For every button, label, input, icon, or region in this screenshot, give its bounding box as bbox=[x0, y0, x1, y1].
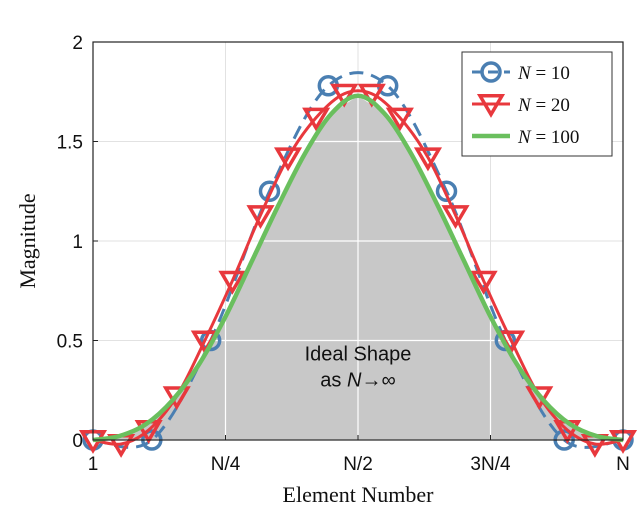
series-line bbox=[92, 71, 624, 449]
data-point bbox=[273, 147, 303, 172]
x-tick-label: N bbox=[616, 454, 630, 475]
y-tick-label: 1.5 bbox=[57, 133, 83, 154]
data-point bbox=[469, 270, 498, 295]
legend-item: N = 10 bbox=[472, 61, 570, 84]
y-tick-label: 0.5 bbox=[57, 332, 83, 353]
data-point bbox=[525, 386, 554, 411]
axis-ticks: 1 N/4 N/2 3N/4 N 0 0.5 1 1.5 2 bbox=[57, 33, 630, 475]
data-point bbox=[385, 107, 414, 132]
y-tick-label: 2 bbox=[72, 33, 83, 54]
data-point bbox=[258, 180, 281, 202]
data-point bbox=[162, 386, 191, 411]
series-100 bbox=[92, 93, 624, 443]
y-tick-label: 1 bbox=[72, 232, 83, 253]
data-point bbox=[435, 180, 458, 202]
data-point bbox=[246, 205, 275, 230]
y-tick-label: 0 bbox=[72, 431, 83, 452]
legend-label: N = 10 bbox=[517, 63, 570, 84]
data-point bbox=[441, 205, 470, 230]
x-tick-label: 1 bbox=[88, 454, 99, 475]
legend-item: N = 20 bbox=[472, 94, 570, 118]
legend: N = 10 N = 20 N = 100 bbox=[461, 51, 613, 157]
x-tick-label: N/2 bbox=[343, 454, 373, 475]
legend-label: N = 100 bbox=[517, 127, 579, 148]
x-tick-label: 3N/4 bbox=[470, 454, 511, 475]
data-point bbox=[413, 147, 443, 172]
legend-marker bbox=[480, 61, 502, 83]
annotation-line-1: Ideal Shape bbox=[305, 344, 412, 366]
data-point bbox=[357, 83, 386, 108]
legend-marker bbox=[476, 94, 506, 118]
x-axis-label: Element Number bbox=[283, 482, 435, 507]
x-tick-label: N/4 bbox=[211, 454, 241, 475]
data-point bbox=[302, 107, 331, 132]
data-point bbox=[330, 83, 359, 108]
legend-label: N = 20 bbox=[517, 95, 570, 116]
series-line bbox=[92, 93, 624, 443]
series-layer bbox=[78, 71, 638, 458]
data-point bbox=[218, 270, 247, 295]
y-axis-label: Magnitude bbox=[15, 193, 40, 288]
legend-item: N = 100 bbox=[472, 127, 579, 148]
annotation-line-2: as N→∞ bbox=[320, 370, 395, 392]
